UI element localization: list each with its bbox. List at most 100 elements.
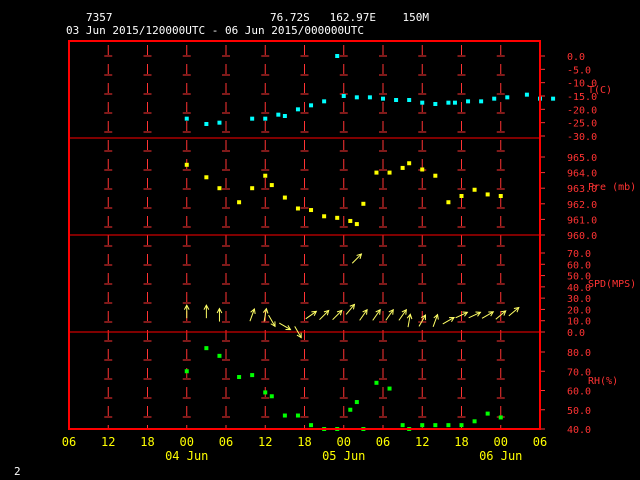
temperature-point <box>276 112 281 117</box>
pressure-point <box>433 173 438 178</box>
humidity-point <box>433 423 438 428</box>
temperature-point <box>282 114 287 118</box>
wind-arrow <box>183 304 190 319</box>
y-tick-label: 70.0 <box>567 249 591 260</box>
temperature-point <box>524 92 529 97</box>
temperature-point <box>322 99 327 104</box>
pressure-point <box>400 165 405 170</box>
y-tick-label: 960.0 <box>567 231 597 242</box>
pressure-point <box>250 186 255 191</box>
pressure-point <box>269 183 274 188</box>
wind-arrow-head <box>216 307 223 314</box>
temperature-point <box>354 95 359 100</box>
humidity-point <box>263 390 268 395</box>
y-tick-label: 963.0 <box>567 184 597 195</box>
y-tick-label: 30.0 <box>567 294 591 305</box>
y-tick-label: -15.0 <box>567 92 597 103</box>
humidity-point <box>472 419 477 424</box>
humidity-point <box>420 423 425 428</box>
temperature-point <box>381 96 385 101</box>
humidity-point <box>446 423 451 428</box>
pressure-point <box>374 170 379 175</box>
wind-arrow <box>278 322 292 331</box>
wind-arrow-head <box>285 325 292 331</box>
temperature-point <box>309 103 314 108</box>
tick-labels-layer: 0.0 -5.0 -10.0 -15.0 -20.0 -25.0 -30.0 T(C) 965.… <box>540 52 636 436</box>
wind-arrow <box>432 313 439 327</box>
pressure-point <box>335 215 340 220</box>
temperature-point <box>407 98 412 102</box>
wind-arrow <box>508 306 520 317</box>
humidity-point <box>400 423 405 428</box>
wind-arrow-head <box>449 316 455 322</box>
temperature-point <box>446 100 451 105</box>
x-tick-label: 06 <box>533 435 547 449</box>
wind-arrow-shaft <box>481 311 494 319</box>
temperature-point <box>505 95 510 100</box>
y-tick-label: 60.0 <box>567 260 591 271</box>
y-tick-label: -5.0 <box>567 65 591 76</box>
panel-label-temperature: T(C) <box>588 85 612 96</box>
wind-arrow <box>305 310 318 320</box>
pressure-point <box>459 194 464 198</box>
pressure-point <box>295 206 300 211</box>
x-tick-label: 18 <box>297 435 311 449</box>
wind-arrow-head <box>356 253 363 259</box>
wind-arrow-head <box>250 307 256 314</box>
temperature-point <box>492 96 497 101</box>
y-tick-label: 965.0 <box>567 153 597 164</box>
pressure-point <box>263 173 268 178</box>
y-tick-label: 0.0 <box>567 52 585 63</box>
wind-arrow-shaft <box>468 311 481 319</box>
pressure-point <box>498 194 503 198</box>
humidity-point <box>498 415 503 420</box>
wind-arrow-shaft <box>359 309 368 321</box>
wind-arrow-shaft <box>432 314 439 327</box>
pressure-point <box>309 208 314 213</box>
wind-arrow-head <box>336 309 343 316</box>
humidity-point <box>204 346 209 351</box>
wind-arrow-head <box>183 304 190 310</box>
wind-arrow-head <box>475 311 482 317</box>
wind-arrow-shaft <box>294 326 302 338</box>
pressure-point <box>217 186 222 191</box>
wind-arrow <box>481 311 495 319</box>
humidity-point <box>237 375 242 380</box>
y-tick-label: 50.0 <box>567 272 591 283</box>
humidity-point <box>459 423 464 428</box>
wind-arrow <box>345 303 356 315</box>
wind-arrow-head <box>401 308 407 315</box>
panel-label-wind: SPD(MPS) <box>588 279 636 290</box>
wind-arrow-head <box>262 307 269 314</box>
wind-arrow-head <box>323 309 330 316</box>
temperature-point <box>341 94 346 98</box>
y-tick-label: 50.0 <box>567 406 591 417</box>
wind-arrow-shaft <box>249 308 255 322</box>
temperature-point <box>367 95 372 100</box>
wind-arrow <box>319 309 330 321</box>
pressure-point <box>472 187 477 192</box>
humidity-point <box>250 373 255 378</box>
wind-arrow <box>372 308 381 321</box>
x-tick-label: 18 <box>140 435 154 449</box>
pressure-point <box>282 195 287 200</box>
wind-arrow-shaft <box>407 314 411 328</box>
humidity-point <box>184 369 189 374</box>
panel-label-pressure: Pre (mb) <box>588 182 636 193</box>
x-tick-label: 12 <box>101 435 115 449</box>
y-tick-label: -20.0 <box>567 105 597 116</box>
wind-arrow-shaft <box>385 309 394 321</box>
temperature-point <box>452 100 457 105</box>
wind-arrow-head <box>488 311 495 317</box>
panel-label-humidity: RH(%) <box>588 376 618 387</box>
y-tick-label: 40.0 <box>567 425 591 436</box>
wind-arrow-shaft <box>508 307 520 317</box>
wind-arrow-shaft <box>332 310 343 321</box>
x-axis-layer: 06 12 18 00 06 12 18 00 06 12 18 00 06 04 Jun 05 Jun 06… <box>62 435 547 463</box>
x-day-label: 06 Jun <box>479 449 522 463</box>
pressure-point <box>446 200 451 205</box>
x-tick-label: 18 <box>454 435 468 449</box>
wind-arrow-head <box>375 308 381 315</box>
wind-arrow <box>203 304 210 319</box>
